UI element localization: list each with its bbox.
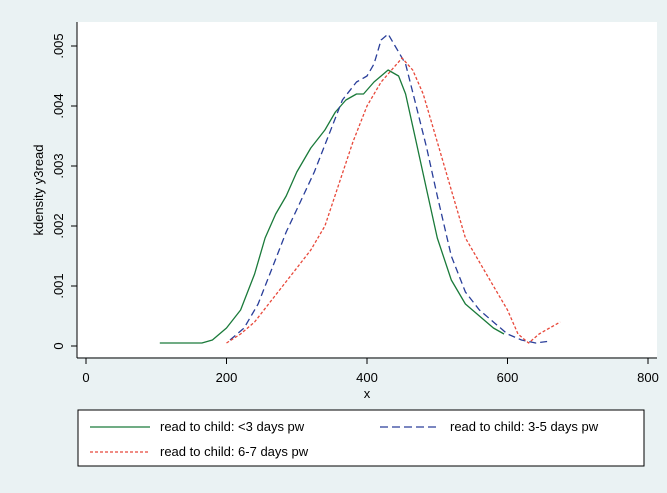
x-tick-label: 600 [497, 370, 519, 385]
legend-label-series-2: read to child: 3-5 days pw [450, 419, 599, 434]
x-tick-label: 200 [216, 370, 238, 385]
series-line-3 [226, 57, 561, 344]
x-tick-label: 800 [637, 370, 659, 385]
y-tick-label: .004 [51, 93, 66, 118]
plot-region [77, 22, 657, 357]
y-tick-label: 0 [51, 342, 66, 349]
y-tick-label: .003 [51, 153, 66, 178]
y-tick-label: .001 [51, 273, 66, 298]
series-line-1 [159, 69, 505, 344]
legend-label-series-1: read to child: <3 days pw [160, 419, 305, 434]
y-tick-label: .005 [51, 33, 66, 58]
x-tick-label: 400 [356, 370, 378, 385]
series-line-2 [229, 33, 550, 344]
x-axis-title: x [364, 386, 371, 401]
legend-box [77, 409, 645, 467]
y-tick-label: .002 [51, 213, 66, 238]
y-axis-title: kdensity y3read [31, 144, 46, 235]
x-tick-label: 0 [82, 370, 89, 385]
legend: read to child: <3 days pw read to child:… [77, 409, 645, 467]
legend-label-series-3: read to child: 6-7 days pw [160, 444, 309, 459]
